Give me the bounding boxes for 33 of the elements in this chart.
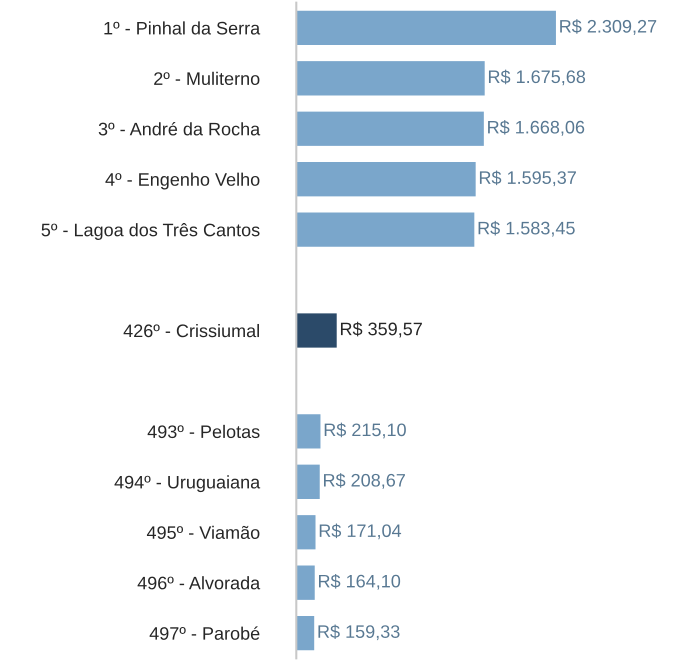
y-tick-label: 495º - Viamão — [146, 526, 260, 539]
y-tick-label: 497º - Parobé — [150, 626, 260, 640]
bar — [296, 313, 337, 348]
bar — [296, 112, 484, 146]
bar — [296, 162, 476, 196]
y-tick-label: 4º - Engenho Velho — [105, 172, 260, 190]
y-tick-label: 3º - André da Rocha — [98, 122, 260, 136]
data-label: R$ 1.583,45 — [478, 220, 575, 237]
y-tick-label: 494º - Uruguaiana — [114, 475, 260, 492]
data-label: R$ 171,04 — [320, 524, 402, 540]
data-label: R$ 208,67 — [324, 473, 405, 489]
bar — [296, 464, 320, 499]
y-tick-label: 426º - Crissiumal — [124, 324, 259, 338]
data-label: R$ 1.595,37 — [480, 170, 576, 186]
data-label: R$ 215,10 — [324, 422, 406, 438]
bar — [296, 616, 314, 650]
y-tick-label: 493º - Pelotas — [148, 424, 260, 438]
data-label: R$ 1.675,68 — [488, 70, 586, 86]
data-label: R$ 359,57 — [340, 322, 422, 338]
bar — [296, 566, 315, 600]
data-label: R$ 2.309,27 — [560, 19, 656, 35]
bar — [296, 414, 320, 449]
y-tick-label: 2º - Muliterno — [154, 72, 260, 86]
bar — [296, 212, 474, 247]
y-tick-label: 5º - Lagoa dos Três Cantos — [42, 223, 260, 240]
bar — [296, 10, 556, 46]
y-tick-label: 496º - Alvorada — [138, 576, 260, 590]
bar — [296, 515, 316, 550]
data-label: R$ 159,33 — [318, 624, 400, 640]
data-label: R$ 164,10 — [318, 574, 400, 590]
data-label: R$ 1.668,06 — [488, 120, 584, 136]
y-tick-label: 1º - Pinhal da Serra — [104, 21, 260, 35]
bar — [296, 61, 485, 96]
